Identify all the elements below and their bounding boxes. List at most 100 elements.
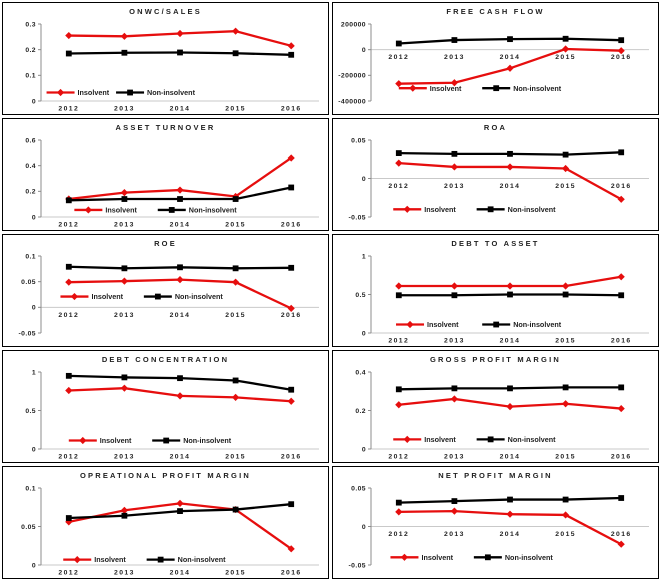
svg-text:2014: 2014 bbox=[500, 531, 521, 538]
svg-text:0: 0 bbox=[32, 446, 36, 453]
svg-text:0.1: 0.1 bbox=[25, 73, 36, 80]
svg-text:2015: 2015 bbox=[225, 570, 246, 577]
chart-title: ROE bbox=[154, 239, 177, 248]
svg-text:Non-insolvent: Non-insolvent bbox=[189, 206, 238, 215]
svg-text:Insolvent: Insolvent bbox=[421, 553, 453, 562]
chart-title: ROA bbox=[483, 123, 508, 132]
svg-text:2012: 2012 bbox=[388, 183, 409, 190]
svg-text:Insolvent: Insolvent bbox=[424, 435, 456, 444]
svg-text:0.6: 0.6 bbox=[25, 137, 36, 144]
svg-text:2012: 2012 bbox=[388, 454, 409, 461]
chart-title: GROSS PROFIT MARGIN bbox=[430, 355, 561, 364]
svg-text:Non-insolvent: Non-insolvent bbox=[183, 436, 232, 445]
svg-text:2012: 2012 bbox=[58, 106, 79, 113]
line-chart-debt-concentration: 0 0.5 1 2012 2013 2014 2015 2016 Insolvent Non-in… bbox=[25, 369, 319, 461]
svg-text:Insolvent: Insolvent bbox=[430, 84, 462, 93]
svg-text:Insolvent: Insolvent bbox=[105, 206, 137, 215]
svg-text:2013: 2013 bbox=[444, 54, 465, 61]
chart-panel-net-profit-margin: NET PROFIT MARGIN 0.05 0 -0.05 2012 2013 2014… bbox=[332, 466, 659, 579]
svg-text:Insolvent: Insolvent bbox=[100, 436, 132, 445]
svg-text:0.05: 0.05 bbox=[21, 279, 36, 286]
svg-text:-0.05: -0.05 bbox=[349, 562, 367, 569]
svg-text:2016: 2016 bbox=[611, 338, 632, 345]
svg-text:2014: 2014 bbox=[170, 570, 191, 577]
svg-text:2015: 2015 bbox=[225, 222, 246, 229]
svg-text:2015: 2015 bbox=[225, 454, 246, 461]
svg-text:0.4: 0.4 bbox=[25, 163, 36, 170]
svg-text:2013: 2013 bbox=[114, 570, 135, 577]
svg-text:0: 0 bbox=[32, 305, 36, 312]
chart-panel-debt-to-asset: DEBT TO ASSET 0 0.5 1 2012 2013 2014 2015 2016 I… bbox=[332, 234, 659, 347]
svg-text:2014: 2014 bbox=[170, 106, 191, 113]
svg-text:2016: 2016 bbox=[611, 54, 632, 61]
svg-text:2015: 2015 bbox=[555, 54, 576, 61]
svg-text:2014: 2014 bbox=[170, 454, 191, 461]
svg-text:0: 0 bbox=[32, 214, 36, 221]
svg-text:2016: 2016 bbox=[611, 531, 632, 538]
svg-text:0.05: 0.05 bbox=[21, 524, 36, 531]
chart-panel-debt-concentration: DEBT CONCENTRATION 0 0.5 1 2012 2013 2014 2015… bbox=[2, 350, 329, 463]
svg-text:0: 0 bbox=[362, 176, 366, 183]
chart-panel-roa: ROA 0.05 0 -0.05 2012 2013 2014 2015 2016 Insolv… bbox=[332, 118, 659, 231]
svg-text:2014: 2014 bbox=[500, 183, 521, 190]
svg-text:0.1: 0.1 bbox=[25, 485, 36, 492]
svg-text:Non-insolvent: Non-insolvent bbox=[508, 435, 557, 444]
svg-text:Non-insolvent: Non-insolvent bbox=[508, 205, 557, 214]
line-chart-debt-to-asset: 0 0.5 1 2012 2013 2014 2015 2016 Insolvent Non-in… bbox=[355, 253, 649, 345]
svg-text:2012: 2012 bbox=[388, 531, 409, 538]
svg-text:0.05: 0.05 bbox=[351, 485, 366, 492]
svg-text:2016: 2016 bbox=[281, 312, 302, 319]
svg-text:1: 1 bbox=[32, 369, 36, 376]
svg-text:2015: 2015 bbox=[555, 183, 576, 190]
svg-text:2014: 2014 bbox=[170, 222, 191, 229]
svg-text:0: 0 bbox=[362, 330, 366, 337]
chart-title: ASSET TURNOVER bbox=[115, 123, 216, 132]
chart-panel-roe: ROE 0.1 0.05 0 -0.05 2012 2013 2014 2015 2016 Ins… bbox=[2, 234, 329, 347]
chart-panel-asset-turnover: ASSET TURNOVER 0 0.2 0.4 0.6 2012 2013 2014 201… bbox=[2, 118, 329, 231]
svg-text:0: 0 bbox=[32, 562, 36, 569]
svg-text:2016: 2016 bbox=[281, 570, 302, 577]
svg-text:2014: 2014 bbox=[170, 312, 191, 319]
chart-panel-operational-profit-margin: OPREATIONAL PROFIT MARGIN 0 0.05 0.1 2012 20… bbox=[2, 466, 329, 579]
svg-text:0.2: 0.2 bbox=[355, 408, 366, 415]
svg-text:Insolvent: Insolvent bbox=[94, 555, 126, 564]
svg-text:Non-insolvent: Non-insolvent bbox=[178, 555, 227, 564]
chart-title: FREE CASH FLOW bbox=[446, 7, 545, 16]
svg-text:1: 1 bbox=[362, 253, 366, 260]
svg-text:0.4: 0.4 bbox=[355, 369, 366, 376]
svg-text:0: 0 bbox=[362, 47, 366, 54]
chart-title: DEBT CONCENTRATION bbox=[101, 355, 230, 364]
svg-text:Insolvent: Insolvent bbox=[424, 205, 456, 214]
line-chart-operational-profit-margin: 0 0.05 0.1 2012 2013 2014 2015 2016 Insolvent Non… bbox=[21, 485, 319, 577]
line-chart-onwc-sales: 0 0.1 0.2 0.3 2012 2013 2014 2015 2016 Insolvent N… bbox=[25, 21, 319, 113]
svg-text:2012: 2012 bbox=[388, 338, 409, 345]
svg-text:2016: 2016 bbox=[281, 454, 302, 461]
line-chart-net-profit-margin: 0.05 0 -0.05 2012 2013 2014 2015 2016 Insolvent N… bbox=[349, 485, 649, 569]
svg-text:2013: 2013 bbox=[444, 454, 465, 461]
svg-text:-400000: -400000 bbox=[338, 98, 366, 105]
chart-title: OPREATIONAL PROFIT MARGIN bbox=[80, 471, 251, 480]
svg-text:0.5: 0.5 bbox=[355, 292, 366, 299]
line-chart-roe: 0.1 0.05 0 -0.05 2012 2013 2014 2015 2016 Insolve… bbox=[19, 253, 319, 337]
svg-text:2013: 2013 bbox=[444, 183, 465, 190]
svg-text:0.2: 0.2 bbox=[25, 189, 36, 196]
svg-text:0.5: 0.5 bbox=[25, 408, 36, 415]
svg-text:2013: 2013 bbox=[114, 106, 135, 113]
line-chart-gross-profit-margin: 0 0.2 0.4 2012 2013 2014 2015 2016 Insolvent Non-… bbox=[355, 369, 649, 461]
chart-panel-gross-profit-margin: GROSS PROFIT MARGIN 0 0.2 0.4 2012 2013 2014 2… bbox=[332, 350, 659, 463]
line-chart-roa: 0.05 0 -0.05 2012 2013 2014 2015 2016 Insolvent N… bbox=[349, 137, 649, 221]
chart-title: DEBT TO ASSET bbox=[451, 239, 540, 248]
svg-text:2012: 2012 bbox=[58, 312, 79, 319]
line-chart-free-cash-flow: 200000 0 -200000 -400000 2012 2013 2014 2015 201… bbox=[338, 21, 649, 105]
svg-text:2013: 2013 bbox=[444, 338, 465, 345]
line-chart-asset-turnover: 0 0.2 0.4 0.6 2012 2013 2014 2015 2016 Insolvent N… bbox=[25, 137, 319, 229]
svg-text:0.05: 0.05 bbox=[351, 137, 366, 144]
svg-text:0.2: 0.2 bbox=[25, 47, 36, 54]
svg-text:-200000: -200000 bbox=[338, 73, 366, 80]
svg-text:Insolvent: Insolvent bbox=[91, 292, 123, 301]
svg-text:2012: 2012 bbox=[58, 222, 79, 229]
svg-text:0: 0 bbox=[362, 446, 366, 453]
chart-panel-free-cash-flow: FREE CASH FLOW 200000 0 -200000 -400000 2012… bbox=[332, 2, 659, 115]
svg-text:2015: 2015 bbox=[225, 106, 246, 113]
